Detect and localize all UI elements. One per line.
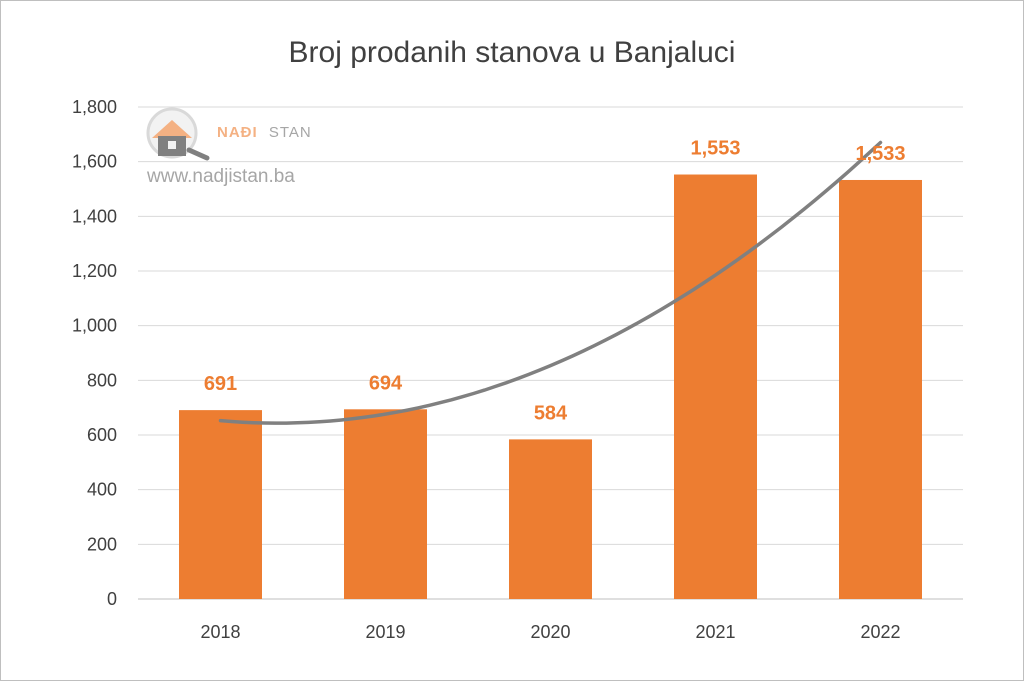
chart-title: Broj prodanih stanova u Banjaluci — [289, 36, 736, 69]
watermark-brand: NAĐI STAN — [217, 124, 312, 141]
y-tick-label: 200 — [87, 534, 117, 554]
bar-2018 — [179, 410, 262, 599]
bar-2021 — [674, 174, 757, 599]
bar-2019 — [344, 409, 427, 599]
watermark-brand-prefix: NAĐI — [217, 124, 258, 141]
x-tick-label: 2021 — [695, 622, 735, 642]
data-label-2018: 691 — [204, 373, 237, 395]
house-magnifier-icon — [146, 107, 210, 161]
x-tick-label: 2022 — [860, 622, 900, 642]
bar-2020 — [509, 439, 592, 599]
y-tick-label: 600 — [87, 425, 117, 445]
watermark-brand-suffix: STAN — [269, 124, 312, 141]
data-label-2019: 694 — [369, 372, 403, 394]
bars — [179, 174, 922, 600]
y-tick-label: 1,000 — [72, 316, 117, 336]
trendline-path — [218, 140, 883, 425]
data-label-2020: 584 — [534, 402, 568, 424]
y-tick-label: 800 — [87, 370, 117, 390]
data-label-2021: 1,553 — [690, 138, 740, 160]
y-tick-label: 0 — [107, 589, 117, 609]
y-tick-label: 1,200 — [72, 261, 117, 281]
y-axis-ticks: 0 200 400 600 800 1,000 1,200 1,400 1,600 1,800 — [72, 97, 117, 609]
y-tick-label: 1,800 — [72, 97, 117, 117]
x-tick-label: 2020 — [530, 622, 570, 642]
watermark-url: www.nadjistan.ba — [146, 166, 295, 187]
y-tick-label: 1,400 — [72, 206, 117, 226]
x-tick-label: 2019 — [365, 622, 405, 642]
x-axis-ticks: 2018 2019 2020 2021 2022 — [200, 622, 900, 642]
y-tick-label: 1,600 — [72, 152, 117, 172]
data-label-2022: 1,533 — [855, 143, 905, 165]
trendline — [218, 140, 883, 425]
y-tick-label: 400 — [87, 480, 117, 500]
gridlines — [138, 106, 963, 600]
data-labels: 691 694 584 1,553 1,533 — [204, 138, 906, 425]
bar-2022 — [839, 179, 922, 600]
x-tick-label: 2018 — [200, 622, 240, 642]
watermark: NAĐI STAN www.nadjistan.ba — [146, 107, 312, 187]
